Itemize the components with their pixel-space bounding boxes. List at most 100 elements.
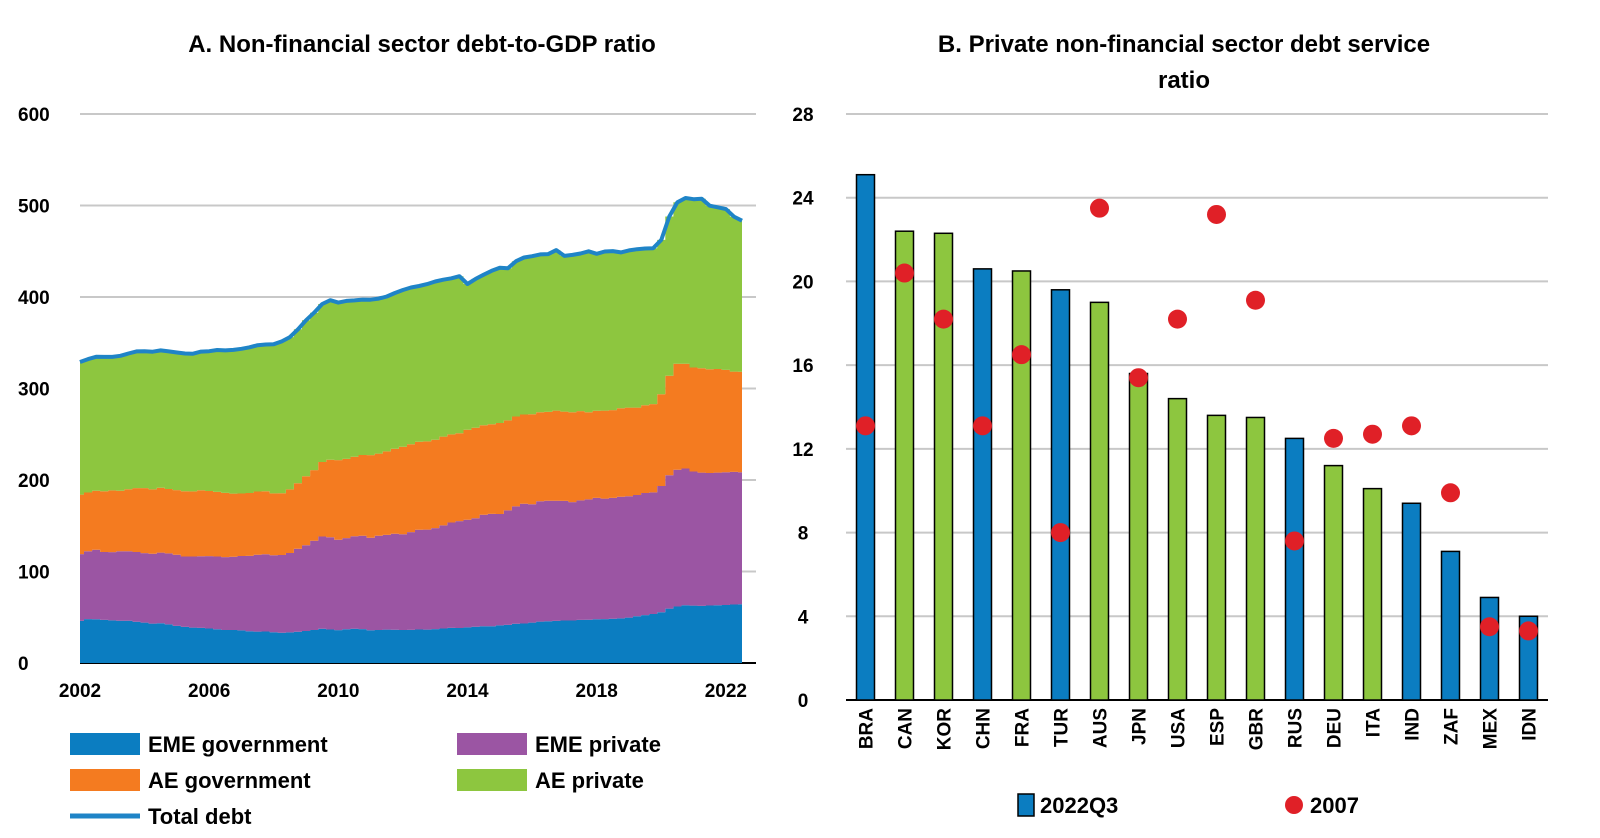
bar-jpn	[1128, 372, 1149, 701]
bar-gbr	[1245, 416, 1266, 701]
legend-swatch-ae-private	[457, 769, 527, 791]
category-label-mex: MEX	[1481, 708, 1502, 750]
panel-b-gridlines	[846, 113, 1548, 701]
category-label-deu: DEU	[1325, 708, 1346, 748]
dot-2007-jpn	[1129, 368, 1148, 388]
dot-2007-esp	[1207, 204, 1226, 224]
panel-b-legend: 2022Q3 2007	[1017, 793, 1359, 818]
dot-2007-mex	[1480, 617, 1499, 637]
category-label-ind: IND	[1403, 708, 1424, 741]
area-eme-private	[80, 468, 742, 633]
legend-item-total-debt: Total debt	[70, 804, 252, 829]
category-label-usa: USA	[1169, 708, 1190, 748]
line-total-debt	[79, 196, 743, 364]
dot-2007-ita	[1363, 424, 1382, 444]
dot-2007-gbr	[1246, 290, 1265, 310]
panel-b-title-line-1: B. Private non-financial sector debt ser…	[938, 31, 1430, 58]
y-tick-b-16: 16	[792, 356, 813, 377]
bar-zaf	[1440, 550, 1461, 701]
y-tick-a-200: 200	[18, 471, 50, 492]
legend-swatch-eme-private	[457, 733, 527, 755]
category-label-chn: CHN	[974, 708, 995, 749]
y-tick-a-600: 600	[18, 105, 50, 126]
bar-bra	[855, 173, 876, 701]
panel-b-y-ticks: 0 4 8 12 16 20 24 28	[792, 105, 814, 712]
category-label-bra: BRA	[857, 708, 878, 749]
dot-2007-ind	[1402, 416, 1421, 436]
x-tick-a-2010: 2010	[317, 681, 359, 702]
bar-ita	[1362, 487, 1383, 701]
panel-a-total-line	[79, 196, 743, 364]
panel-a-y-ticks: 0 100 200 300 400 500 600	[18, 105, 50, 675]
panel-b-debt-service: B. Private non-financial sector debt ser…	[792, 31, 1548, 818]
legend-label-ae-government: AE government	[148, 768, 311, 793]
panel-a-x-ticks: 2002 2006 2010 2014 2018 2022	[59, 681, 747, 702]
x-tick-a-2018: 2018	[576, 681, 618, 702]
dot-2007-deu	[1324, 428, 1343, 448]
panel-a-stacked-areas	[80, 198, 742, 663]
panel-b-bars	[855, 173, 1539, 701]
legend-swatch-eme-government	[70, 733, 140, 755]
panel-b-title-line-2: ratio	[1158, 67, 1210, 94]
panel-a-debt-to-gdp: A. Non-financial sector debt-to-GDP rati…	[18, 31, 756, 829]
bar-mex	[1479, 596, 1500, 701]
dot-2007-chn	[973, 416, 992, 436]
bar-usa	[1167, 397, 1188, 701]
panel-a-title: A. Non-financial sector debt-to-GDP rati…	[188, 31, 656, 58]
legend-swatch-2022q3	[1017, 793, 1035, 817]
y-tick-a-0: 0	[18, 654, 29, 675]
legend-label-total-debt: Total debt	[148, 804, 252, 829]
dot-2007-rus	[1285, 531, 1304, 551]
legend-label-2022q3: 2022Q3	[1040, 793, 1118, 818]
panel-b-category-labels: BRA CAN KOR CHN FRA TUR AUS JPN USA ESP GBR RUS DEU I…	[857, 708, 1541, 751]
area-eme-government	[80, 604, 742, 663]
legend-label-eme-private: EME private	[535, 732, 661, 757]
panel-a-legend: EME government EME private AE government…	[70, 732, 661, 829]
bar-ind	[1401, 502, 1422, 701]
legend-label-eme-government: EME government	[148, 732, 328, 757]
dot-2007-bra	[856, 416, 875, 436]
y-tick-b-24: 24	[792, 189, 814, 210]
dot-2007-fra	[1012, 345, 1031, 365]
legend-item-2022q3: 2022Q3	[1017, 793, 1118, 818]
legend-item-eme-government: EME government	[70, 732, 328, 757]
legend-item-2007: 2007	[1285, 793, 1359, 818]
category-label-fra: FRA	[1013, 708, 1034, 747]
category-label-gbr: GBR	[1247, 708, 1268, 751]
y-tick-b-20: 20	[792, 272, 813, 293]
y-tick-a-300: 300	[18, 380, 50, 401]
x-tick-a-2014: 2014	[446, 681, 489, 702]
category-label-ita: ITA	[1364, 708, 1385, 737]
bar-chn	[972, 268, 993, 701]
legend-swatch-ae-government	[70, 769, 140, 791]
legend-item-ae-private: AE private	[457, 768, 644, 793]
category-label-rus: RUS	[1286, 708, 1307, 748]
y-tick-a-500: 500	[18, 197, 50, 218]
dot-2007-usa	[1168, 309, 1187, 329]
dot-2007-tur	[1051, 523, 1070, 543]
category-label-aus: AUS	[1091, 708, 1112, 748]
category-label-kor: KOR	[935, 708, 956, 751]
legend-label-2007: 2007	[1310, 793, 1359, 818]
dot-2007-idn	[1519, 621, 1538, 641]
x-tick-a-2006: 2006	[188, 681, 230, 702]
category-label-zaf: ZAF	[1442, 708, 1463, 745]
y-tick-b-28: 28	[792, 105, 813, 126]
bar-rus	[1284, 437, 1305, 701]
category-label-can: CAN	[896, 708, 917, 749]
bar-fra	[1011, 270, 1032, 701]
panel-b-dots-2007	[856, 198, 1538, 641]
category-label-jpn: JPN	[1130, 708, 1151, 745]
y-tick-b-8: 8	[798, 524, 809, 545]
legend-label-ae-private: AE private	[535, 768, 644, 793]
x-tick-a-2022: 2022	[705, 681, 747, 702]
area-ae-private	[80, 198, 742, 495]
bar-tur	[1050, 289, 1071, 701]
dot-2007-zaf	[1441, 483, 1460, 503]
y-tick-a-100: 100	[18, 563, 50, 584]
bar-deu	[1323, 464, 1344, 701]
category-label-tur: TUR	[1052, 708, 1073, 747]
dot-2007-can	[895, 263, 914, 283]
category-label-idn: IDN	[1520, 708, 1541, 741]
